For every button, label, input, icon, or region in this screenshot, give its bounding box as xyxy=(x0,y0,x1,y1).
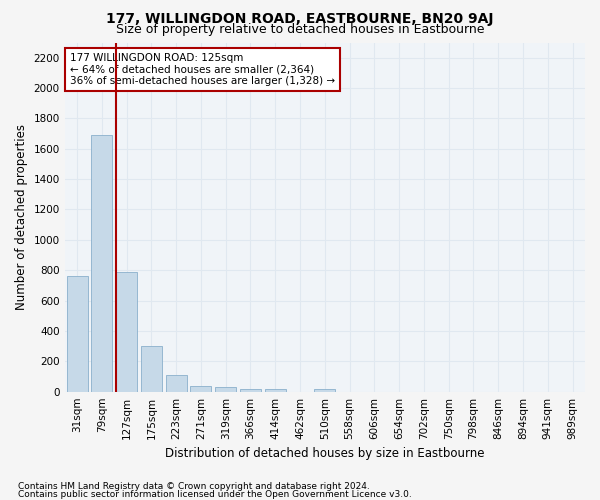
X-axis label: Distribution of detached houses by size in Eastbourne: Distribution of detached houses by size … xyxy=(165,447,485,460)
Y-axis label: Number of detached properties: Number of detached properties xyxy=(15,124,28,310)
Bar xyxy=(190,386,211,392)
Text: 177, WILLINGDON ROAD, EASTBOURNE, BN20 9AJ: 177, WILLINGDON ROAD, EASTBOURNE, BN20 9… xyxy=(106,12,494,26)
Text: Contains public sector information licensed under the Open Government Licence v3: Contains public sector information licen… xyxy=(18,490,412,499)
Text: Size of property relative to detached houses in Eastbourne: Size of property relative to detached ho… xyxy=(116,22,484,36)
Text: Contains HM Land Registry data © Crown copyright and database right 2024.: Contains HM Land Registry data © Crown c… xyxy=(18,482,370,491)
Bar xyxy=(240,388,261,392)
Bar xyxy=(314,388,335,392)
Bar xyxy=(166,375,187,392)
Bar xyxy=(265,388,286,392)
Bar xyxy=(141,346,162,392)
Bar xyxy=(116,272,137,392)
Bar xyxy=(91,135,112,392)
Bar xyxy=(215,387,236,392)
Bar xyxy=(67,276,88,392)
Text: 177 WILLINGDON ROAD: 125sqm
← 64% of detached houses are smaller (2,364)
36% of : 177 WILLINGDON ROAD: 125sqm ← 64% of det… xyxy=(70,53,335,86)
